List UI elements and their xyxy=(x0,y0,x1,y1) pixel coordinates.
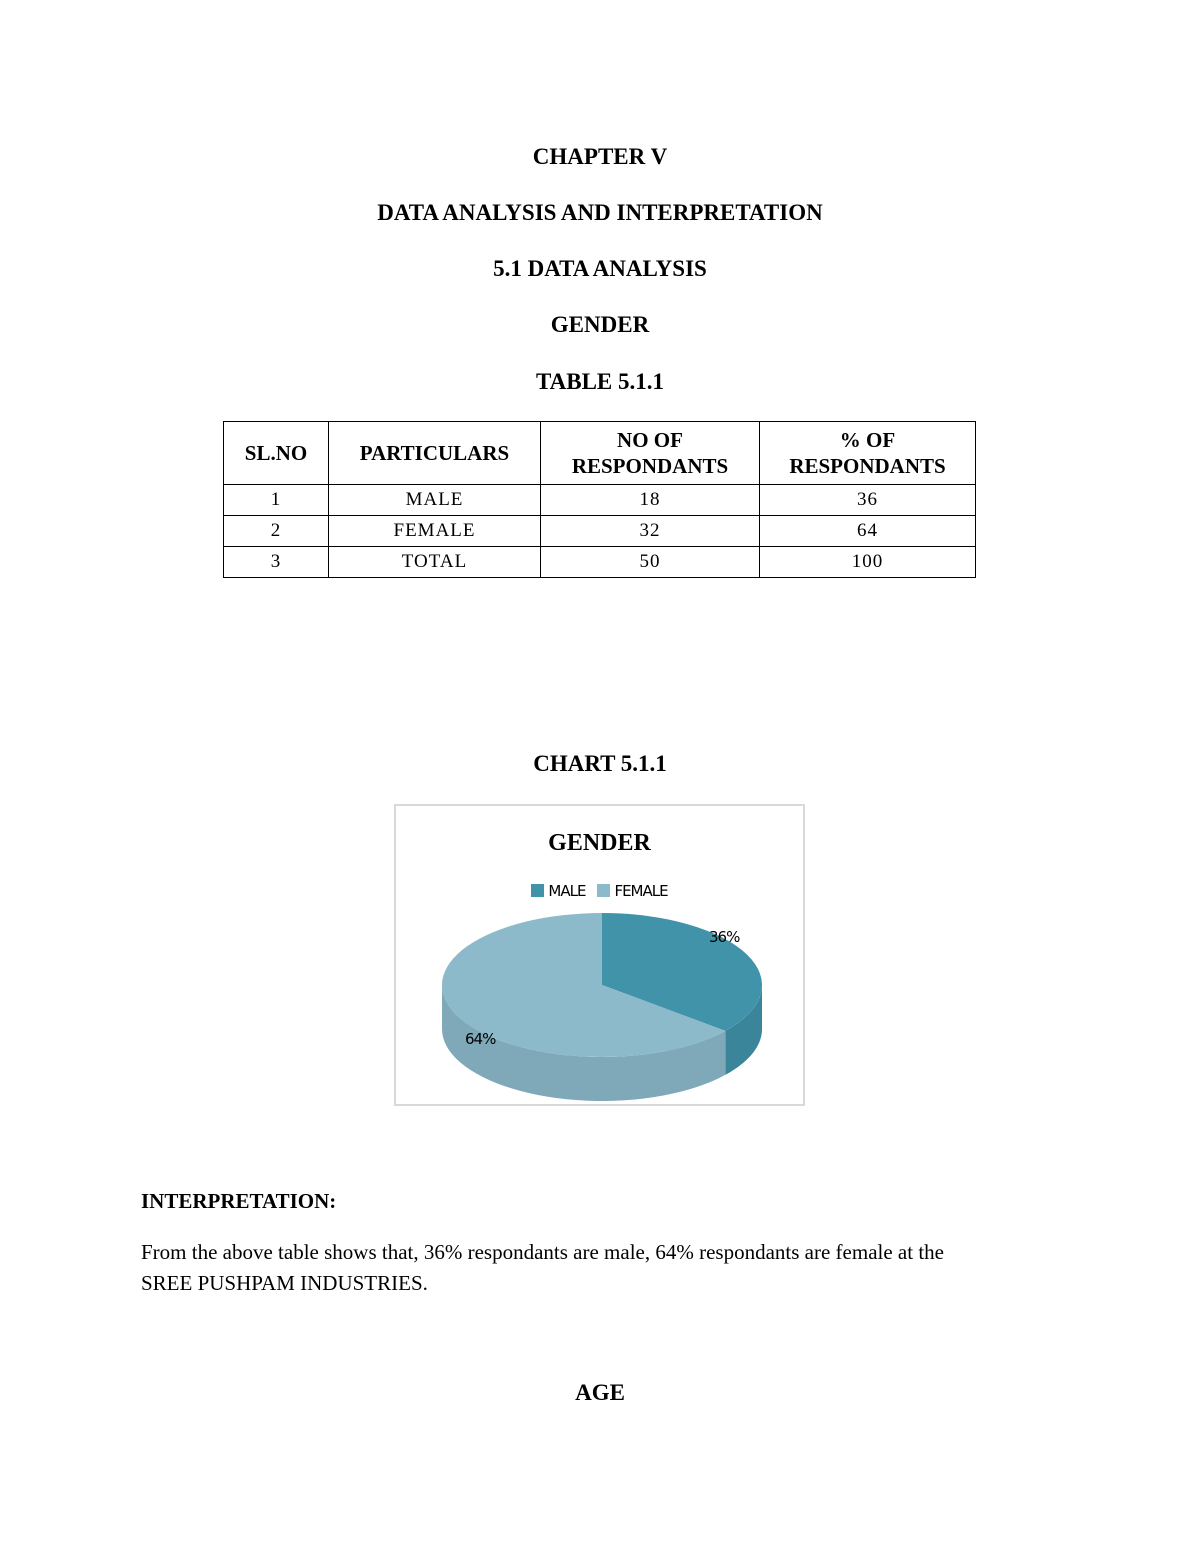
legend-label: MALE xyxy=(548,882,586,900)
header-particulars: PARTICULARS xyxy=(328,421,541,485)
pie-slice-male xyxy=(602,913,762,1031)
chart-title: GENDER xyxy=(548,830,651,856)
cell: 3 xyxy=(223,546,329,578)
chapter-heading: CHAPTER V xyxy=(532,144,668,169)
cell: 18 xyxy=(540,484,760,516)
table-caption: TABLE 5.1.1 xyxy=(535,369,665,394)
interpretation-heading: INTERPRETATION: xyxy=(141,1189,337,1213)
chart-caption: CHART 5.1.1 xyxy=(533,751,667,776)
data-label-female: 64% xyxy=(465,1030,496,1048)
legend-swatch xyxy=(597,884,611,897)
legend-label: FEMALE xyxy=(614,882,668,900)
pie-chart: 36% 64% GENDER MALE FEMALE xyxy=(394,804,805,1106)
cell: 1 xyxy=(223,484,329,516)
table-row: 3 TOTAL 50 100 xyxy=(223,546,976,578)
table-header-row: SL.NO PARTICULARS NO OF RESPONDANTS % OF… xyxy=(223,421,976,485)
topic-heading: GENDER xyxy=(550,312,650,337)
pie-slice-female xyxy=(442,913,726,1057)
cell: TOTAL xyxy=(328,546,541,578)
table-row: 1 MALE 18 36 xyxy=(223,484,976,516)
data-label-male: 36% xyxy=(709,928,740,946)
interpretation-line-1: From the above table shows that, 36% res… xyxy=(141,1240,944,1264)
cell: 2 xyxy=(223,515,329,547)
cell: 100 xyxy=(759,546,976,578)
cell: 64 xyxy=(759,515,976,547)
legend-item-female: FEMALE xyxy=(597,882,669,900)
pie-side-female xyxy=(442,985,726,1101)
legend-item-male: MALE xyxy=(531,882,586,900)
pie-side-male xyxy=(725,985,762,1075)
cell: 36 xyxy=(759,484,976,516)
header-percent: % OF RESPONDANTS xyxy=(759,421,976,485)
chapter-title: DATA ANALYSIS AND INTERPRETATION xyxy=(377,200,823,225)
cell: 50 xyxy=(540,546,760,578)
table-row: 2 FEMALE 32 64 xyxy=(223,515,976,547)
cell: 32 xyxy=(540,515,760,547)
section-heading: 5.1 DATA ANALYSIS xyxy=(493,256,707,281)
header-count: NO OF RESPONDANTS xyxy=(540,421,760,485)
cell: MALE xyxy=(328,484,541,516)
gender-table: SL.NO PARTICULARS NO OF RESPONDANTS % OF… xyxy=(223,421,976,578)
header-slno: SL.NO xyxy=(223,421,329,485)
cell: FEMALE xyxy=(328,515,541,547)
chart-legend: MALE FEMALE xyxy=(396,882,803,900)
interpretation-line-2: SREE PUSHPAM INDUSTRIES. xyxy=(141,1271,428,1295)
pie-svg: 36% 64% xyxy=(442,913,762,1101)
legend-swatch xyxy=(531,884,545,897)
age-heading: AGE xyxy=(575,1380,625,1405)
